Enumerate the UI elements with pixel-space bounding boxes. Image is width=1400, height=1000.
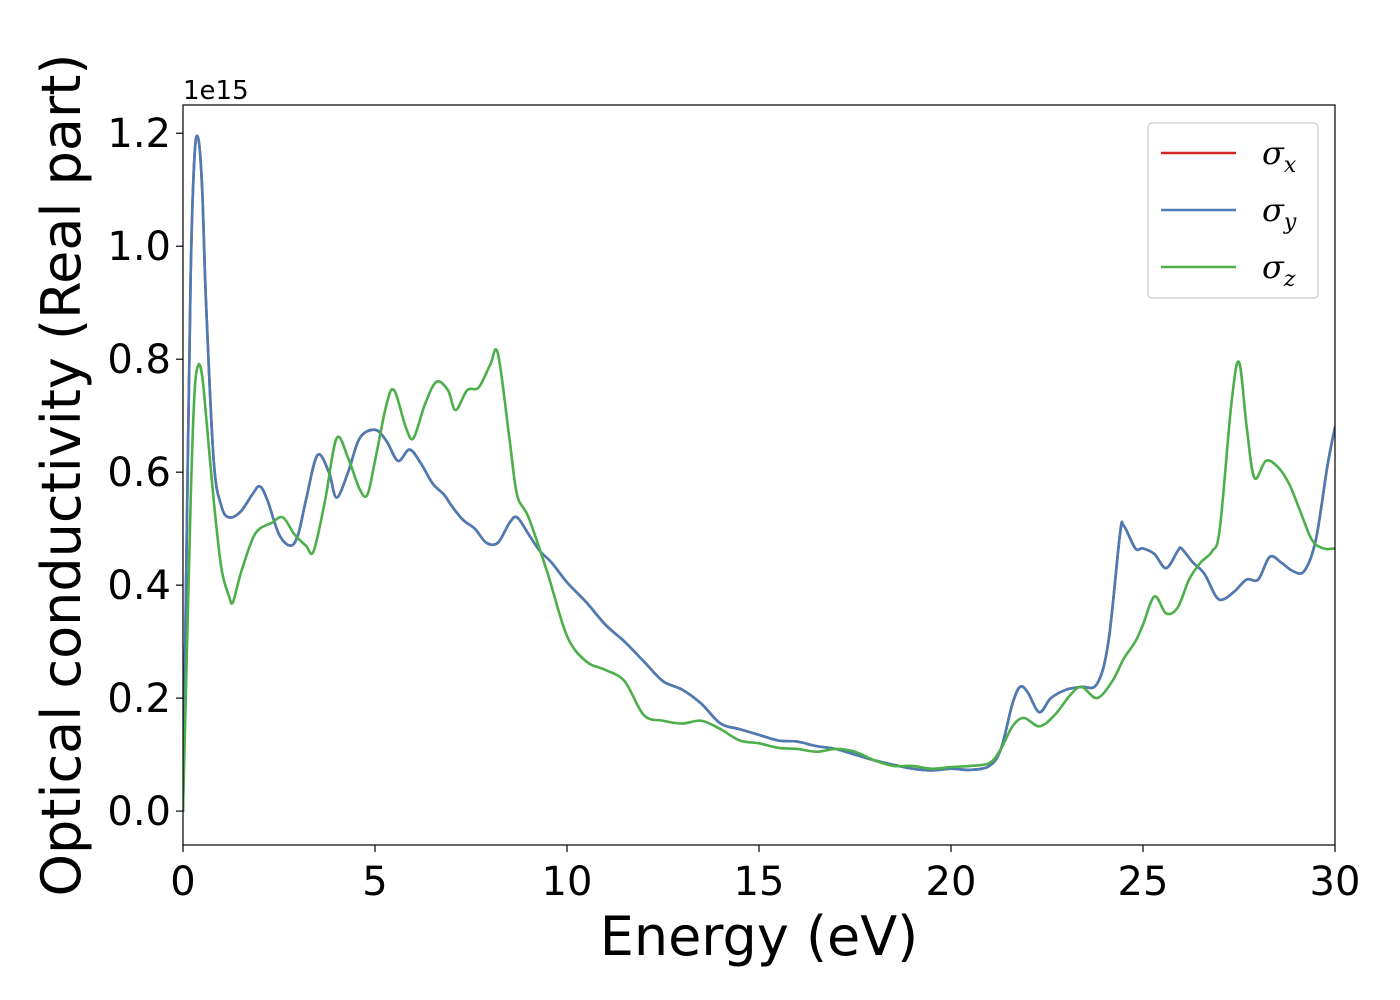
y-offset-label: 1e15 [183, 76, 249, 106]
x-tick-label: 0 [170, 859, 195, 905]
legend-item-x: σx [1161, 134, 1297, 178]
x-tick-label: 25 [1118, 859, 1169, 905]
legend-label: σz [1262, 248, 1296, 292]
x-axis: 0 5 10 15 20 25 30 [170, 845, 1360, 905]
y-tick-label: 0.4 [107, 563, 171, 609]
series-layer [183, 134, 1335, 813]
legend-item-y: σy [1161, 191, 1297, 235]
x-axis-label: Energy (eV) [600, 905, 919, 968]
y-tick-label: 0.2 [107, 676, 171, 722]
y-tick-label: 1.2 [107, 111, 171, 157]
series-line-y [183, 134, 1335, 813]
legend-label: σx [1262, 134, 1297, 178]
y-tick-label: 0.6 [107, 450, 171, 496]
y-axis-label: Optical conductivity (Real part) [30, 54, 93, 897]
x-tick-label: 20 [926, 859, 977, 905]
legend-item-z: σz [1161, 248, 1296, 292]
y-tick-label: 0.8 [107, 337, 171, 383]
series-line-z [183, 348, 1335, 813]
legend-label: σy [1262, 191, 1297, 235]
y-axis: 0.0 0.2 0.4 0.6 0.8 1.0 1.2 [107, 111, 183, 835]
x-tick-label: 30 [1310, 859, 1361, 905]
y-tick-label: 1.0 [107, 224, 171, 270]
x-tick-label: 10 [542, 859, 593, 905]
legend: σx σy σz [1147, 122, 1319, 299]
x-tick-label: 5 [362, 859, 387, 905]
y-tick-label: 0.0 [107, 789, 171, 835]
x-tick-label: 15 [734, 859, 785, 905]
